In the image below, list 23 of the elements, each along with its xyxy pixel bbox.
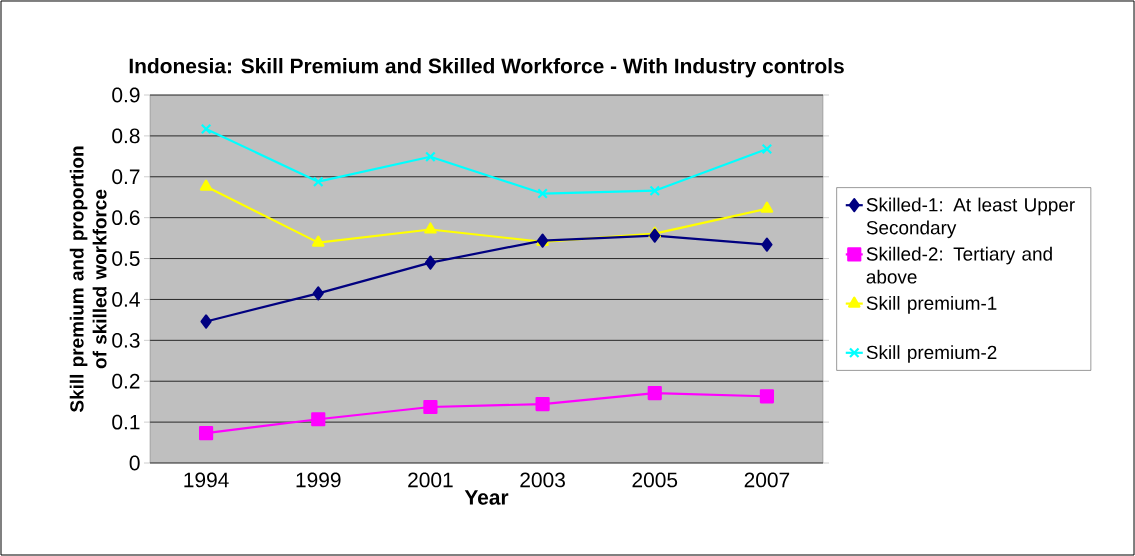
- y-tick-label: 0.3: [112, 332, 140, 348]
- x-tick-label: 2005: [632, 472, 678, 488]
- legend-label: Skilled-2: Tertiary and above: [866, 246, 1052, 284]
- y-tick-label: 0.9: [112, 87, 140, 103]
- y-tick-label: 0.5: [112, 251, 140, 266]
- x-tick-label: 1994: [184, 472, 229, 488]
- x-tick-label: 1999: [296, 472, 341, 488]
- y-tick-label: 0.8: [112, 128, 140, 144]
- x-axis-title: Year: [464, 490, 509, 505]
- y-tick-label: 0: [129, 455, 140, 471]
- y-tick-label: 0.6: [112, 210, 140, 226]
- legend-label: Skill premium-1: [866, 295, 997, 314]
- y-axis-title: Skill premium and proportion of skilled workforce: [69, 146, 107, 413]
- x-tick-label: 2007: [744, 472, 790, 488]
- y-tick-label: 0.4: [112, 292, 140, 307]
- y-tick-label: 0.2: [112, 373, 140, 389]
- chart-title: Indonesia: Skill Premium and Skilled Workforce - With Industry controls: [129, 58, 844, 78]
- x-tick-label: 2003: [520, 472, 565, 488]
- legend-label: Skilled-1: At least Upper Secondary: [866, 197, 1075, 239]
- y-tick-label: 0.7: [112, 169, 140, 185]
- y-tick-label: 0.1: [112, 414, 140, 430]
- x-tick-label: 2001: [408, 472, 453, 488]
- legend-label: Skill premium-2: [866, 345, 997, 363]
